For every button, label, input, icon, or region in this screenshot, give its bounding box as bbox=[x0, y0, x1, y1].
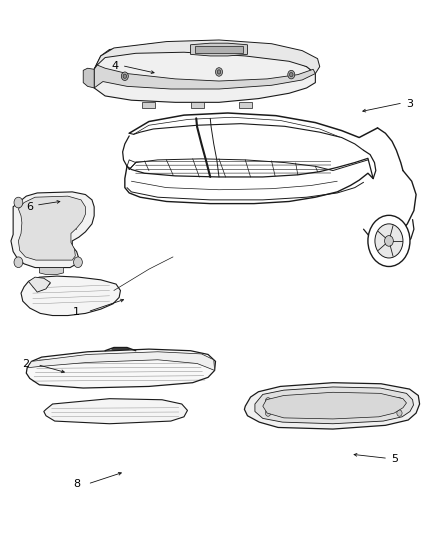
Polygon shape bbox=[191, 43, 247, 56]
Polygon shape bbox=[195, 46, 243, 53]
Polygon shape bbox=[39, 268, 64, 274]
Circle shape bbox=[290, 72, 293, 77]
Polygon shape bbox=[44, 399, 187, 424]
Polygon shape bbox=[191, 102, 204, 108]
Polygon shape bbox=[244, 383, 420, 429]
Circle shape bbox=[385, 236, 393, 246]
Polygon shape bbox=[26, 349, 215, 388]
Circle shape bbox=[217, 70, 221, 74]
Circle shape bbox=[397, 398, 402, 404]
Polygon shape bbox=[94, 40, 320, 74]
Circle shape bbox=[14, 197, 23, 208]
Circle shape bbox=[397, 410, 402, 416]
Circle shape bbox=[265, 410, 271, 416]
Text: 3: 3 bbox=[406, 99, 413, 109]
Circle shape bbox=[265, 398, 271, 404]
Circle shape bbox=[375, 224, 403, 258]
Circle shape bbox=[215, 68, 223, 76]
Polygon shape bbox=[18, 196, 85, 260]
Polygon shape bbox=[263, 392, 406, 419]
Polygon shape bbox=[255, 387, 413, 424]
Polygon shape bbox=[21, 276, 120, 316]
Circle shape bbox=[288, 70, 295, 79]
Text: 2: 2 bbox=[22, 359, 29, 368]
Circle shape bbox=[123, 74, 127, 78]
Text: 5: 5 bbox=[391, 455, 398, 464]
Circle shape bbox=[121, 72, 128, 80]
Text: 6: 6 bbox=[26, 202, 33, 212]
Polygon shape bbox=[11, 192, 94, 268]
Circle shape bbox=[14, 257, 23, 268]
Polygon shape bbox=[83, 68, 94, 88]
Polygon shape bbox=[142, 102, 155, 108]
Text: 4: 4 bbox=[111, 61, 118, 70]
Circle shape bbox=[74, 257, 82, 268]
Polygon shape bbox=[239, 102, 252, 108]
Polygon shape bbox=[28, 277, 50, 292]
Text: 1: 1 bbox=[73, 307, 80, 317]
Polygon shape bbox=[27, 352, 215, 370]
Polygon shape bbox=[94, 65, 315, 89]
Text: 8: 8 bbox=[73, 479, 80, 489]
Circle shape bbox=[368, 215, 410, 266]
Polygon shape bbox=[94, 43, 315, 102]
